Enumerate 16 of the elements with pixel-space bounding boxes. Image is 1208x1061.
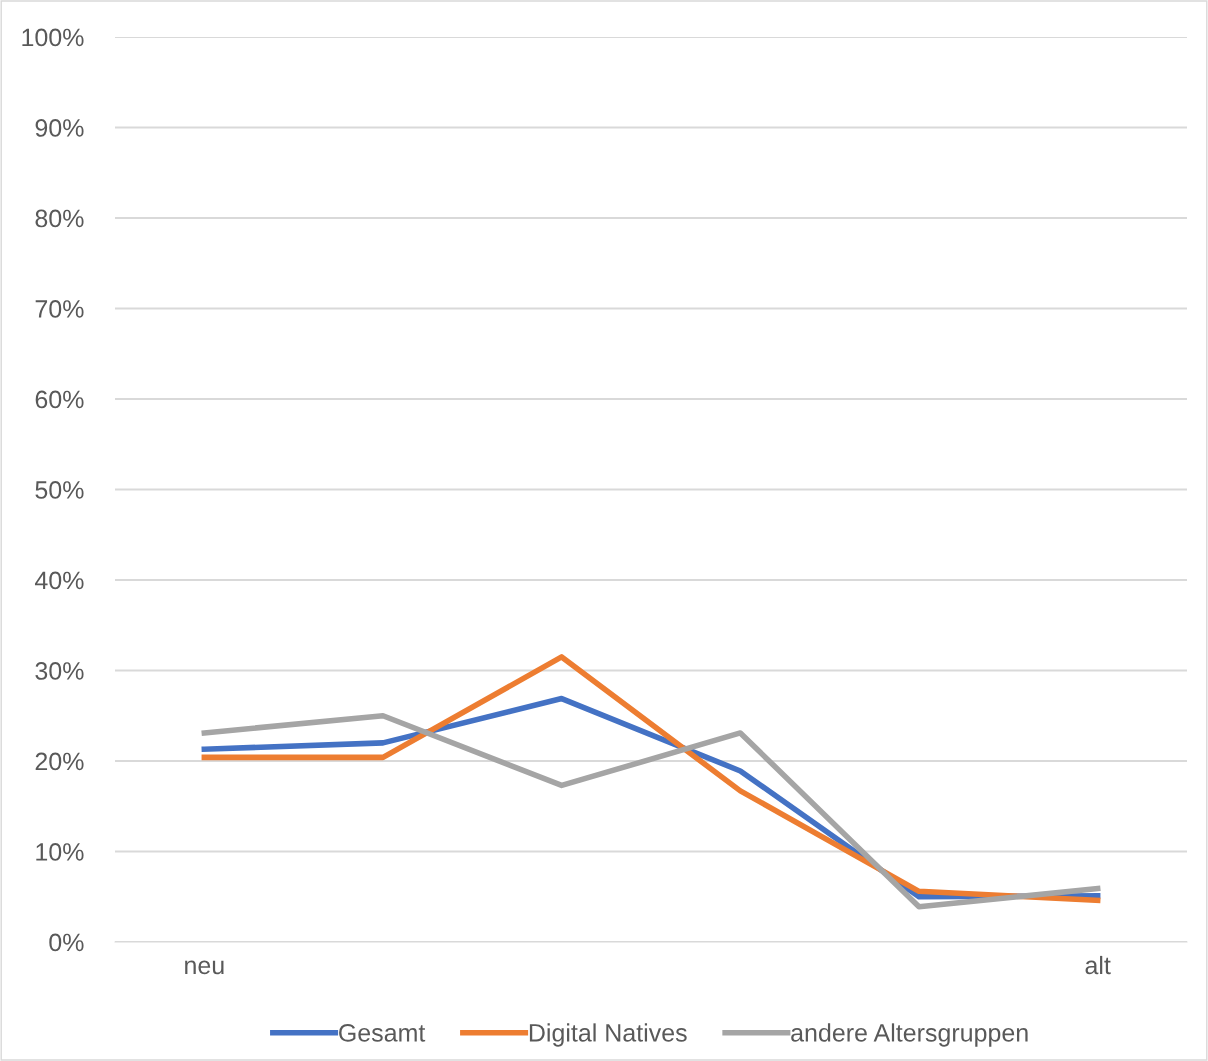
y-tick-label: 30%	[35, 662, 84, 680]
legend-label: Gesamt	[339, 1023, 426, 1042]
y-tick-label: 90%	[35, 119, 84, 137]
y-tick-label: 40%	[34, 571, 84, 590]
x-tick-label: alt	[1085, 955, 1111, 975]
y-tick-label: 50%	[35, 481, 84, 499]
legend-label: andere Altersgruppen	[791, 1023, 1028, 1047]
y-tick-label: 60%	[35, 390, 84, 409]
y-tick-label: 20%	[35, 752, 84, 771]
y-tick-label: 0%	[49, 933, 84, 952]
x-tick-label: neu	[185, 960, 224, 975]
legend-label: Digital Natives	[529, 1023, 687, 1047]
y-tick-label: 80%	[35, 209, 84, 228]
y-tick-label: 100%	[22, 28, 84, 47]
y-tick-label: 10%	[36, 843, 84, 861]
y-tick-label: 70%	[35, 300, 84, 318]
